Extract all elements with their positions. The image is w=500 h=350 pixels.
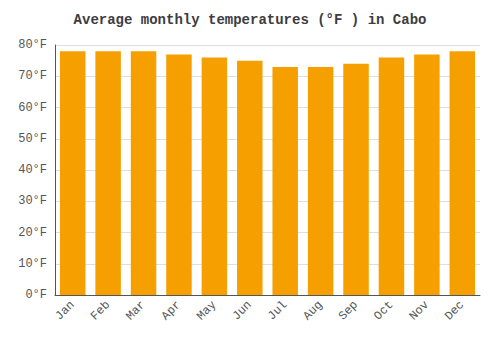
svg-text:40°F: 40°F	[18, 163, 47, 177]
svg-text:May: May	[194, 298, 219, 323]
svg-text:Sep: Sep	[336, 298, 361, 323]
svg-text:70°F: 70°F	[18, 69, 47, 83]
svg-text:Jan: Jan	[53, 298, 78, 323]
svg-text:Aug: Aug	[300, 298, 325, 323]
svg-text:Nov: Nov	[407, 298, 432, 323]
svg-text:60°F: 60°F	[18, 101, 47, 115]
svg-text:Dec: Dec	[442, 298, 467, 323]
svg-text:Jun: Jun	[230, 298, 255, 323]
svg-text:Average monthly temperatures (: Average monthly temperatures (°F ) in Ca…	[74, 12, 427, 28]
svg-text:10°F: 10°F	[18, 257, 47, 271]
svg-text:50°F: 50°F	[18, 132, 47, 146]
svg-text:20°F: 20°F	[18, 226, 47, 240]
svg-text:Feb: Feb	[88, 298, 113, 323]
svg-text:0°F: 0°F	[25, 288, 47, 302]
svg-text:Oct: Oct	[371, 298, 396, 323]
svg-text:30°F: 30°F	[18, 194, 47, 208]
svg-text:Jul: Jul	[265, 298, 290, 323]
svg-text:80°F: 80°F	[18, 38, 47, 52]
svg-text:Apr: Apr	[159, 298, 184, 323]
svg-text:Mar: Mar	[123, 298, 148, 323]
